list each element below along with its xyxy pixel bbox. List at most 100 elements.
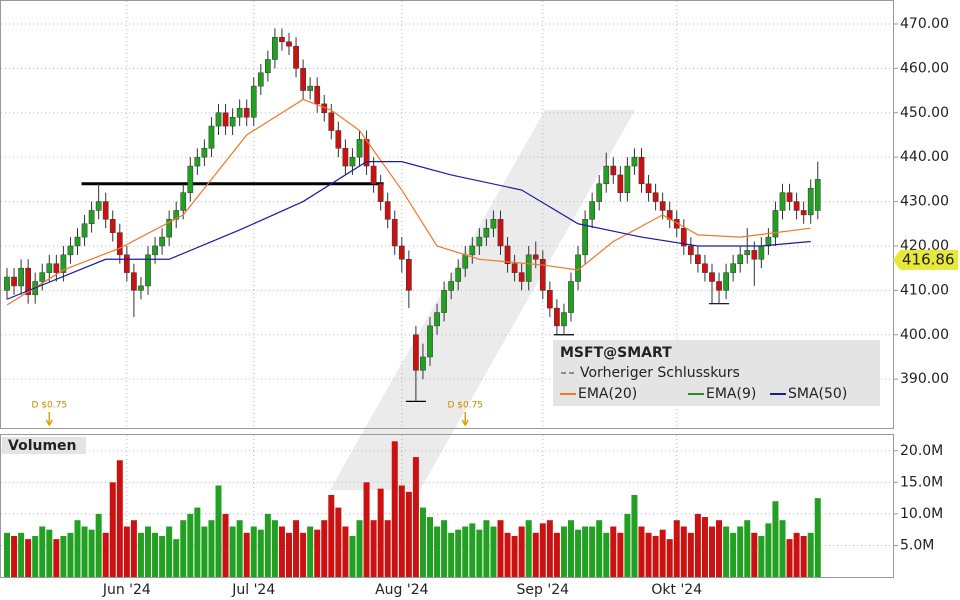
candle-body [194,156,201,167]
volume-bar [342,526,349,577]
volume-bar [307,526,314,577]
y-tick-label: 470.00 [900,16,949,32]
candle-body [483,227,490,238]
volume-bar [166,526,173,577]
candle-body [695,254,701,264]
volume-bar [730,532,737,577]
candle-body [582,219,588,256]
price-marker [893,249,958,270]
candle-body [730,263,736,273]
y-tick-label: 15.0M [900,474,943,490]
volume-bar [483,520,490,577]
candle-body [617,174,624,193]
volume-bar [53,539,60,577]
candle-body [814,179,821,211]
candle-body [490,219,497,229]
candle-body [554,307,560,327]
volume-bar [137,532,144,577]
candle-body [222,112,229,127]
volume-bar [102,532,109,577]
candle-body [659,201,666,211]
volume-bar [145,526,151,577]
volume-bar [32,535,39,577]
volume-bar [532,532,539,577]
candle-body [406,259,412,291]
volume-frame [0,434,894,578]
volume-bar [173,539,180,577]
candle-body [265,59,271,74]
candle-body [702,263,708,273]
volume-bar [701,517,708,577]
volume-bar [39,526,46,577]
volume-bar [779,520,786,577]
volume-bar [412,457,419,577]
volume-bar [215,485,222,577]
candle-body [441,290,447,313]
volume-bar [575,529,582,577]
volume-bar [652,535,659,577]
candle-body [335,130,342,149]
volume-bar [723,526,730,577]
volume-bar [553,532,560,577]
indicator-line [6,98,811,306]
watermark [330,110,635,490]
candle-body [511,263,518,273]
volume-bar [765,523,772,577]
volume-bar [109,482,116,577]
y-tick-label: 460.00 [900,60,949,76]
volume-bar [314,529,321,577]
candle-body [81,223,88,238]
volume-bar [666,539,673,577]
candle-body [314,85,321,105]
volume-bar [356,520,363,577]
volume-bar [709,526,715,577]
candle-body [779,192,786,211]
volume-title: Volumen [8,438,77,454]
candle-body [603,165,610,185]
volume-bar [744,520,751,577]
volume-bar [18,532,25,577]
legend-label: EMA(9) [706,386,756,402]
volume-bar [497,520,504,577]
candle-body [215,112,222,127]
volume-bar [370,520,377,577]
candle-body [159,236,165,247]
y-tick-label: 20.0M [900,443,943,459]
volume-bar [391,441,398,577]
candle-body [638,156,645,185]
candle-body [46,263,53,273]
volume-bar [582,526,589,577]
candle-body [680,227,687,247]
volume-bar [469,523,476,577]
candle-body [448,281,454,291]
volume-bar [518,526,525,577]
candle-body [124,254,130,273]
volume-bar [645,532,652,577]
volume-bar [624,513,631,577]
candle-body [4,276,10,291]
candle-body [145,254,151,287]
y-tick-label: 440.00 [900,149,949,165]
candle-body [800,210,807,216]
volume-bar [716,520,723,577]
candle-body [18,267,24,287]
candle-body [243,108,250,118]
volume-bar [772,501,779,577]
candle-body [420,356,426,371]
candle-body [758,245,765,260]
volume-bar [462,526,469,577]
x-tick-label: Sep '24 [517,582,570,598]
volume-bar [504,532,511,577]
volume-bar [511,535,518,577]
volume-bar [60,535,67,577]
legend-box [553,340,880,406]
candle-body [102,201,109,220]
volume-bar [800,535,807,577]
candle-body [504,245,511,264]
volume-bar [123,526,130,577]
volume-bar [264,513,271,577]
volume-bar [807,532,814,577]
volume-bar [250,526,257,577]
volume-bar [130,520,137,577]
candle-body [349,156,356,167]
